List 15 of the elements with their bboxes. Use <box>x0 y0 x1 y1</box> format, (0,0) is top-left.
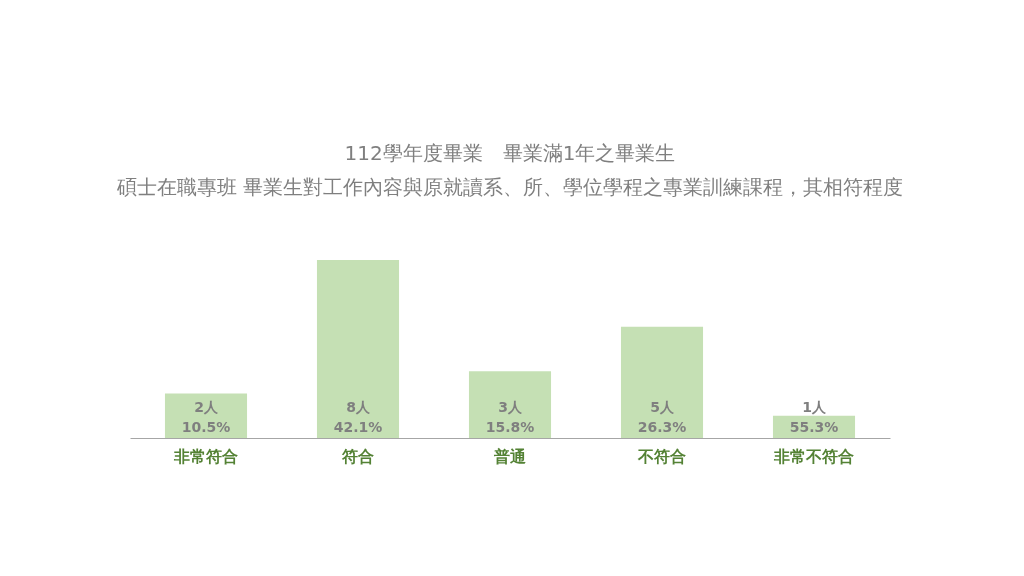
data-label: 1人 55.3% <box>789 399 839 435</box>
data-label: 3人 15.8% <box>485 399 535 435</box>
data-label: 5人 26.3% <box>637 399 687 435</box>
chart-title: 112學年度畢業 畢業滿1年之畢業生 <box>344 141 676 165</box>
data-label: 8人 42.1% <box>333 399 383 435</box>
x-tick-label: 不符合 <box>637 446 686 466</box>
bar <box>468 371 552 438</box>
data-label: 2人 10.5% <box>181 399 231 435</box>
x-tick-label: 符合 <box>341 446 374 466</box>
bar <box>316 260 400 438</box>
x-tick-label: 非常符合 <box>173 446 238 466</box>
x-tick-label: 非常不符合 <box>773 446 854 466</box>
x-tick-label: 普通 <box>493 446 527 466</box>
bar <box>620 326 704 438</box>
chart-subtitle: 碩士在職專班 畢業生對工作內容與原就讀系、所、學位學程之專業訓練課程，其相符程度 <box>115 175 904 199</box>
